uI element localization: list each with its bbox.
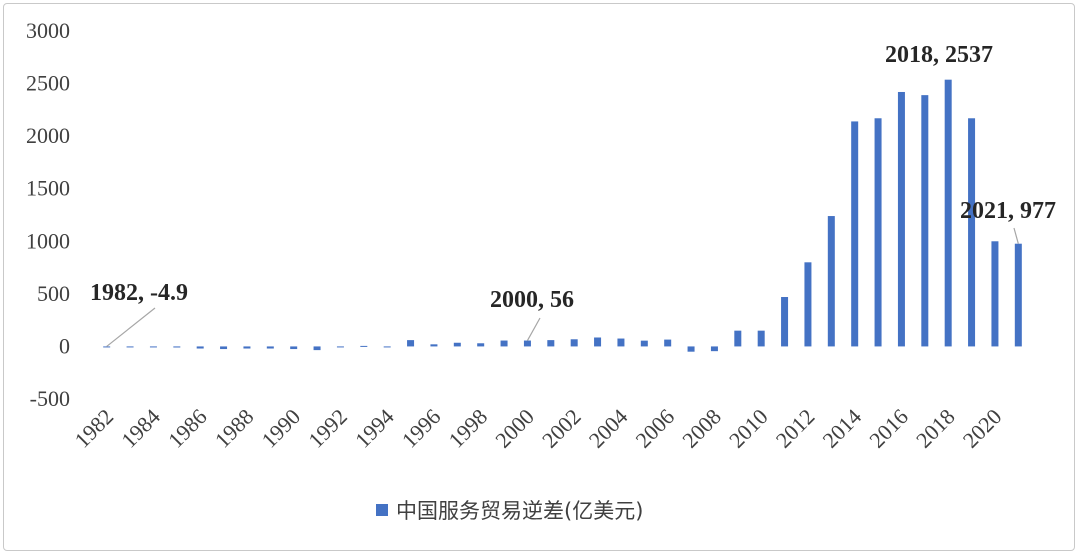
x-axis: 1982198419861988199019921994199619982000…	[69, 404, 1006, 453]
annotation-leader-line	[106, 307, 156, 347]
x-tick-label: 2010	[724, 404, 773, 453]
bar	[220, 346, 228, 350]
bar-series	[103, 79, 1022, 352]
bar	[243, 346, 251, 349]
x-tick-label: 1990	[256, 404, 305, 453]
bar	[640, 340, 648, 347]
bar	[664, 339, 672, 347]
y-axis: -500 0 500 1000 1500 2000 2500 3000	[26, 18, 70, 411]
y-tick-label: 1000	[26, 228, 70, 253]
x-tick-label: 2018	[911, 404, 960, 453]
bar	[851, 121, 859, 347]
bar	[266, 346, 274, 349]
x-tick-label: 2012	[771, 404, 820, 453]
bar	[804, 262, 812, 347]
bar	[196, 346, 204, 349]
bar	[968, 118, 976, 347]
bar	[617, 338, 625, 347]
bar	[313, 346, 321, 351]
x-tick-label: 1984	[116, 404, 165, 453]
bar	[710, 346, 718, 352]
bar	[290, 346, 298, 350]
legend: 中国服务贸易逆差(亿美元)	[376, 499, 643, 523]
bar	[547, 340, 555, 347]
data-annotation: 1982, -4.9	[90, 280, 188, 306]
bar	[523, 340, 531, 347]
x-tick-label: 2002	[537, 404, 586, 453]
bar	[453, 342, 461, 347]
y-tick-label: 500	[37, 281, 70, 306]
bar	[383, 346, 391, 348]
bar	[126, 346, 134, 348]
x-tick-label: 2014	[817, 404, 866, 453]
y-tick-label: 1500	[26, 176, 70, 201]
x-tick-label: 1986	[163, 404, 212, 453]
bar	[430, 344, 438, 347]
x-tick-label: 2020	[958, 404, 1007, 453]
bar	[173, 346, 181, 348]
x-tick-label: 1982	[69, 404, 118, 453]
x-tick-label: 1994	[350, 404, 399, 453]
annotation-leader-line	[1013, 227, 1019, 244]
x-tick-label: 1996	[397, 404, 446, 453]
bar	[570, 339, 578, 347]
legend-swatch	[376, 504, 388, 516]
x-tick-label: 2000	[490, 404, 539, 453]
bar	[874, 118, 882, 347]
bar	[149, 346, 157, 348]
y-tick-label: 2500	[26, 71, 70, 96]
data-annotation: 2021, 977	[960, 198, 1056, 224]
x-tick-label: 2006	[630, 404, 679, 453]
bar	[944, 79, 952, 347]
bar	[687, 346, 695, 352]
bar	[734, 330, 742, 347]
bar	[500, 340, 508, 347]
x-tick-label: 1988	[210, 404, 259, 453]
bar	[477, 343, 485, 347]
bar	[921, 95, 929, 347]
x-tick-label: 1992	[303, 404, 352, 453]
bar	[991, 241, 999, 347]
y-tick-label: 3000	[26, 18, 70, 43]
bar	[827, 216, 835, 347]
x-tick-label: 1998	[443, 404, 492, 453]
legend-label: 中国服务贸易逆差(亿美元)	[396, 499, 643, 523]
bar	[1014, 243, 1022, 347]
annotations: 1982, -4.9 2000, 56 2018, 2537 2021, 977	[90, 42, 1056, 347]
y-tick-label: 2000	[26, 123, 70, 148]
chart-frame	[3, 3, 1075, 551]
bar	[781, 297, 789, 347]
x-tick-label: 2016	[864, 404, 913, 453]
bar	[360, 345, 368, 347]
data-annotation: 2000, 56	[490, 287, 574, 313]
data-annotation: 2018, 2537	[885, 42, 993, 68]
bar	[407, 340, 415, 347]
y-tick-label: -500	[30, 386, 70, 411]
y-tick-label: 0	[59, 333, 70, 358]
bar	[594, 337, 602, 347]
x-tick-label: 2008	[677, 404, 726, 453]
bar	[757, 330, 765, 347]
bar	[103, 346, 111, 348]
bar	[336, 346, 344, 348]
x-tick-label: 2004	[584, 404, 633, 453]
annotation-leader-line	[526, 317, 541, 341]
bar	[897, 91, 905, 347]
